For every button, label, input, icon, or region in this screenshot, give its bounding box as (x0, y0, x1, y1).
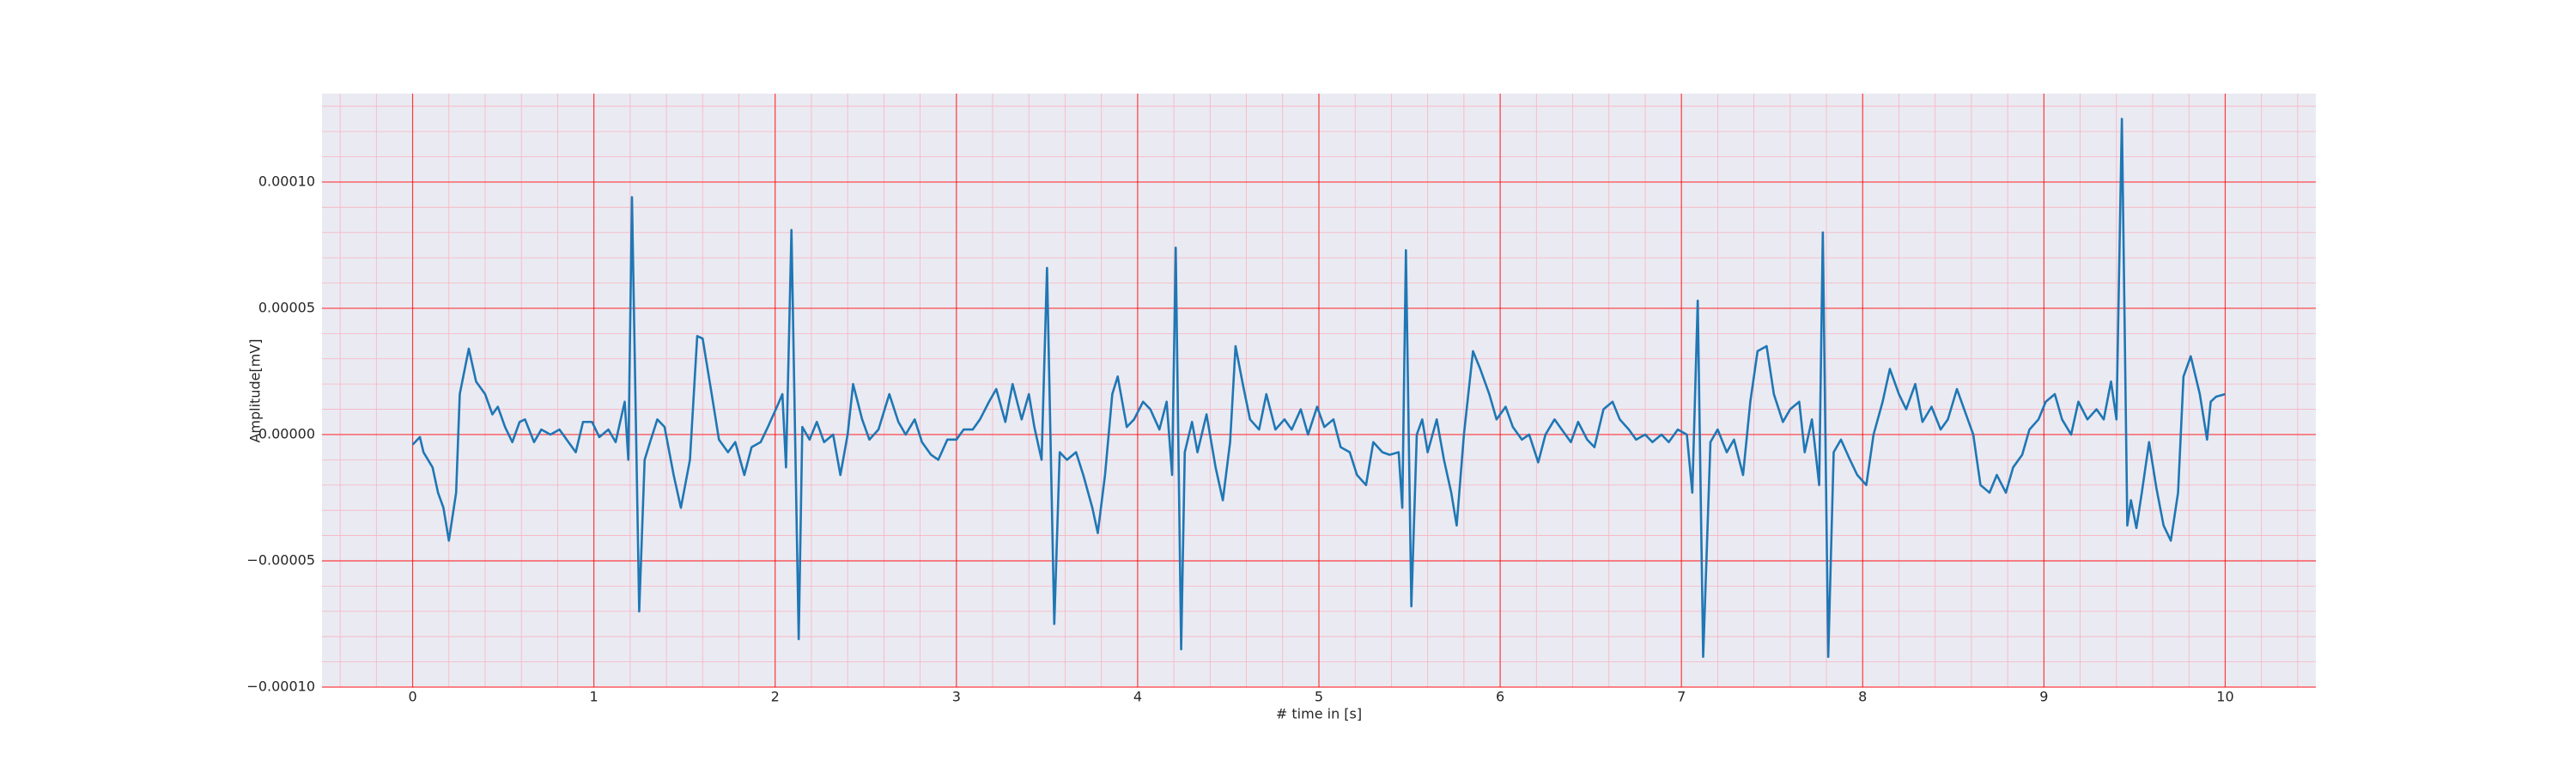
y-tick-label: 0.00000 (258, 425, 315, 441)
x-tick-label: 8 (1858, 689, 1867, 705)
x-tick-label: 6 (1496, 689, 1504, 705)
marks (411, 118, 2226, 659)
y-tick-label: −0.00010 (246, 679, 315, 695)
x-tick-label: 1 (590, 689, 598, 705)
labels: # time in [s] Amplitude[mV] 0 1 2 3 4 5 6 7 8 9 10… (246, 173, 2233, 721)
y-tick-label: 0.00010 (258, 173, 315, 189)
x-tick-label: 4 (1133, 689, 1142, 705)
x-tick-label: 5 (1315, 689, 1323, 705)
grid (322, 94, 2316, 688)
x-tick-label: 3 (952, 689, 961, 705)
x-tick-label: 7 (1677, 689, 1686, 705)
y-tick-label: −0.00005 (246, 551, 315, 568)
y-axis-label: Amplitude[mV] (247, 338, 264, 442)
y-tick-label: 0.00005 (258, 299, 315, 315)
x-tick-label: 0 (408, 689, 416, 705)
x-axis-label: # time in [s] (1276, 706, 1362, 722)
x-tick-label: 9 (2039, 689, 2048, 705)
signal-line (411, 118, 2226, 659)
x-tick-label: 10 (2216, 689, 2233, 705)
x-tick-label: 2 (771, 689, 780, 705)
